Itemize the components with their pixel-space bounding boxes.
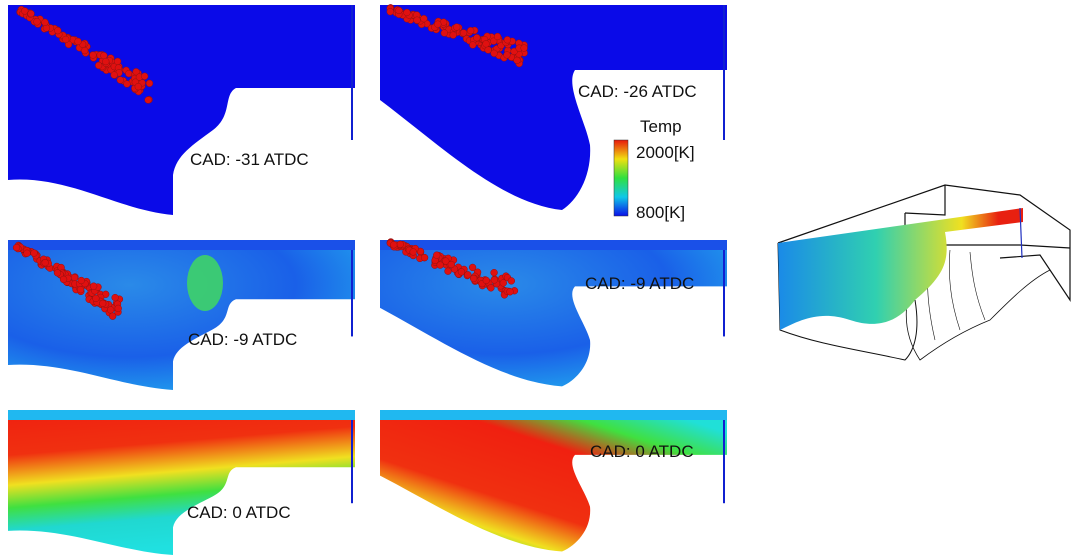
panel-label: CAD: -26 ATDC [578,82,697,101]
3d-view [778,185,1070,360]
droplet [62,36,69,43]
domain [8,410,355,555]
droplet [99,300,106,307]
panel-label: CAD: 0 ATDC [590,442,694,461]
droplet [124,81,131,88]
droplet [441,30,448,37]
droplet [102,58,109,65]
droplet [500,280,507,287]
droplet [109,313,116,320]
droplet [397,241,404,248]
droplet [508,278,515,285]
droplet [414,17,421,24]
droplet [470,275,477,282]
top-band [380,240,727,250]
droplet [90,52,97,59]
droplet [433,252,440,259]
droplet [488,284,495,291]
droplet [13,244,20,251]
droplet [458,269,465,276]
colorbar [614,140,628,216]
droplet [114,58,121,65]
droplet [111,72,118,79]
panel-label: CAD: -9 ATDC [188,330,297,349]
droplet [54,269,61,276]
droplet [514,57,521,64]
legend-min: 800[K] [636,203,685,222]
panel-label: CAD: 0 ATDC [187,503,291,522]
droplet [450,32,457,39]
droplet [77,286,84,293]
droplet [387,8,394,15]
page: Temp 2000[K] 800[K] CAD: -31 ATDC CAD: -2… [0,0,1073,558]
droplet [504,36,511,43]
droplet [453,24,460,31]
droplet [491,269,498,276]
droplet [483,277,490,284]
droplet [507,288,514,295]
droplet [460,29,467,36]
droplet [107,307,114,314]
droplet [521,45,528,52]
domain [8,240,355,390]
legend-title: Temp [640,117,682,136]
droplet [75,38,82,45]
droplet [24,250,31,257]
droplet [145,97,152,104]
droplet [54,27,61,34]
droplet [31,250,38,257]
droplet [467,27,474,34]
droplet [504,52,511,59]
droplet [473,34,480,41]
droplet [404,9,411,16]
droplet [390,241,397,248]
droplet [60,276,67,283]
droplet [491,50,498,57]
droplet [421,254,428,261]
hot-spot [187,255,223,311]
domain [380,5,727,210]
top-band [380,410,727,420]
droplet [141,73,148,80]
top-band [8,240,355,250]
droplet [396,7,403,14]
droplet [448,261,455,268]
droplet [410,249,417,256]
droplet [112,294,119,301]
droplet [146,80,153,87]
domain [380,410,727,552]
droplet [491,277,498,284]
droplet [115,305,122,312]
droplet [483,40,490,47]
droplet [28,10,35,17]
droplet [92,295,99,302]
droplet [95,62,102,69]
droplet [135,83,142,90]
droplet [445,268,452,275]
legend-max: 2000[K] [636,143,695,162]
figure: Temp 2000[K] 800[K] CAD: -31 ATDC CAD: -2… [0,0,1073,558]
droplet [71,274,78,281]
top-band [8,410,355,420]
panel-label: CAD: -31 ATDC [190,150,309,169]
panel-label: CAD: -9 ATDC [585,274,694,293]
droplet [117,77,124,84]
droplet [469,42,476,49]
droplet [494,33,501,40]
droplet [42,19,49,26]
droplet [420,15,427,22]
droplet [81,47,88,54]
panels: CAD: -31 ATDC CAD: -26 ATDC CAD: -9 ATDC CA… [8,4,727,555]
droplet [90,283,97,290]
droplet [34,18,41,25]
droplet [434,21,441,28]
droplet [78,277,85,284]
droplet [42,259,49,266]
